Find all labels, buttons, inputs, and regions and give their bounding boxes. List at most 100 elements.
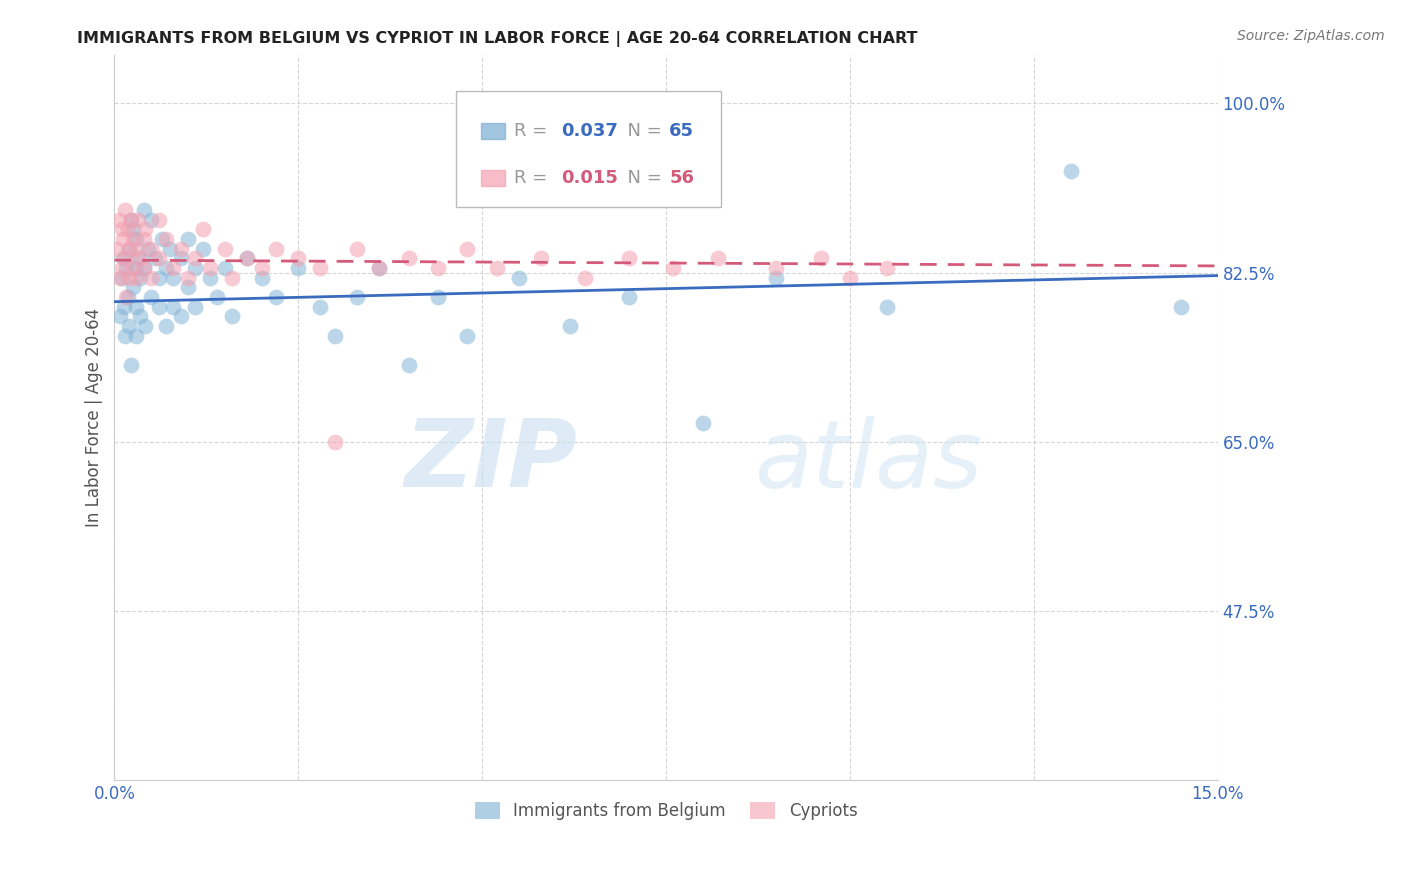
Point [309,260,332,275]
Point [148,270,170,285]
Text: atlas: atlas [754,416,983,507]
Point [177,280,200,294]
Point [136,242,159,256]
Text: N =: N = [616,122,668,140]
Point [125,242,148,256]
Point [132,232,155,246]
Point [115,290,138,304]
Point [143,251,166,265]
Point [129,270,152,285]
Point [127,251,149,265]
Point [141,212,163,227]
Point [184,260,207,275]
Point [148,300,170,314]
Bar [481,169,505,186]
Point [162,270,184,285]
Point [148,212,170,227]
Point [114,202,136,217]
Point [398,358,420,372]
Point [346,242,368,256]
FancyBboxPatch shape [457,91,721,208]
Point [398,251,420,265]
Point [120,212,142,227]
Point [118,270,141,285]
Text: N =: N = [616,169,668,186]
Point [155,232,177,246]
Point [1170,300,1192,314]
Point [287,260,309,275]
Point [162,260,184,275]
Point [162,300,184,314]
Point [765,260,787,275]
Point [323,328,346,343]
Text: 56: 56 [669,169,695,186]
Point [120,212,142,227]
Point [118,242,141,256]
Point [125,328,148,343]
Point [662,260,685,275]
Point [118,242,141,256]
Text: 65: 65 [669,122,695,140]
Point [250,260,273,275]
Point [221,270,243,285]
Point [177,270,200,285]
Point [810,251,832,265]
Point [127,212,149,227]
Point [427,260,450,275]
Point [112,232,135,246]
Point [236,251,259,265]
Point [214,242,236,256]
Point [198,270,221,285]
Point [214,260,236,275]
Point [560,318,582,333]
Point [129,309,152,323]
Point [530,251,553,265]
Point [221,309,243,323]
Point [112,300,135,314]
Point [125,300,148,314]
Point [765,270,787,285]
Point [118,318,141,333]
Text: ZIP: ZIP [405,416,578,508]
Point [121,232,143,246]
Text: IMMIGRANTS FROM BELGIUM VS CYPRIOT IN LABOR FORCE | AGE 20-64 CORRELATION CHART: IMMIGRANTS FROM BELGIUM VS CYPRIOT IN LA… [77,31,918,47]
Point [839,270,862,285]
Point [150,232,173,246]
Point [427,290,450,304]
Point [619,290,641,304]
Point [508,270,530,285]
Point [132,260,155,275]
Point [368,260,391,275]
Point [141,242,163,256]
Point [111,260,134,275]
Point [110,309,132,323]
Text: Source: ZipAtlas.com: Source: ZipAtlas.com [1237,29,1385,43]
Point [169,242,191,256]
Point [456,242,478,256]
Bar [481,123,505,139]
Point [692,416,714,430]
Point [264,290,287,304]
Point [706,251,728,265]
Point [120,358,142,372]
Point [287,251,309,265]
Point [1059,164,1081,178]
Point [169,251,191,265]
Point [177,232,200,246]
Point [191,222,214,236]
Point [155,260,177,275]
Point [111,222,134,236]
Point [129,251,152,265]
Point [323,434,346,449]
Point [111,270,134,285]
Legend: Immigrants from Belgium, Cypriots: Immigrants from Belgium, Cypriots [468,795,865,826]
Point [125,270,148,285]
Point [250,270,273,285]
Point [132,260,155,275]
Point [132,202,155,217]
Point [264,242,287,256]
Point [141,270,163,285]
Point [346,290,368,304]
Point [309,300,332,314]
Point [121,260,143,275]
